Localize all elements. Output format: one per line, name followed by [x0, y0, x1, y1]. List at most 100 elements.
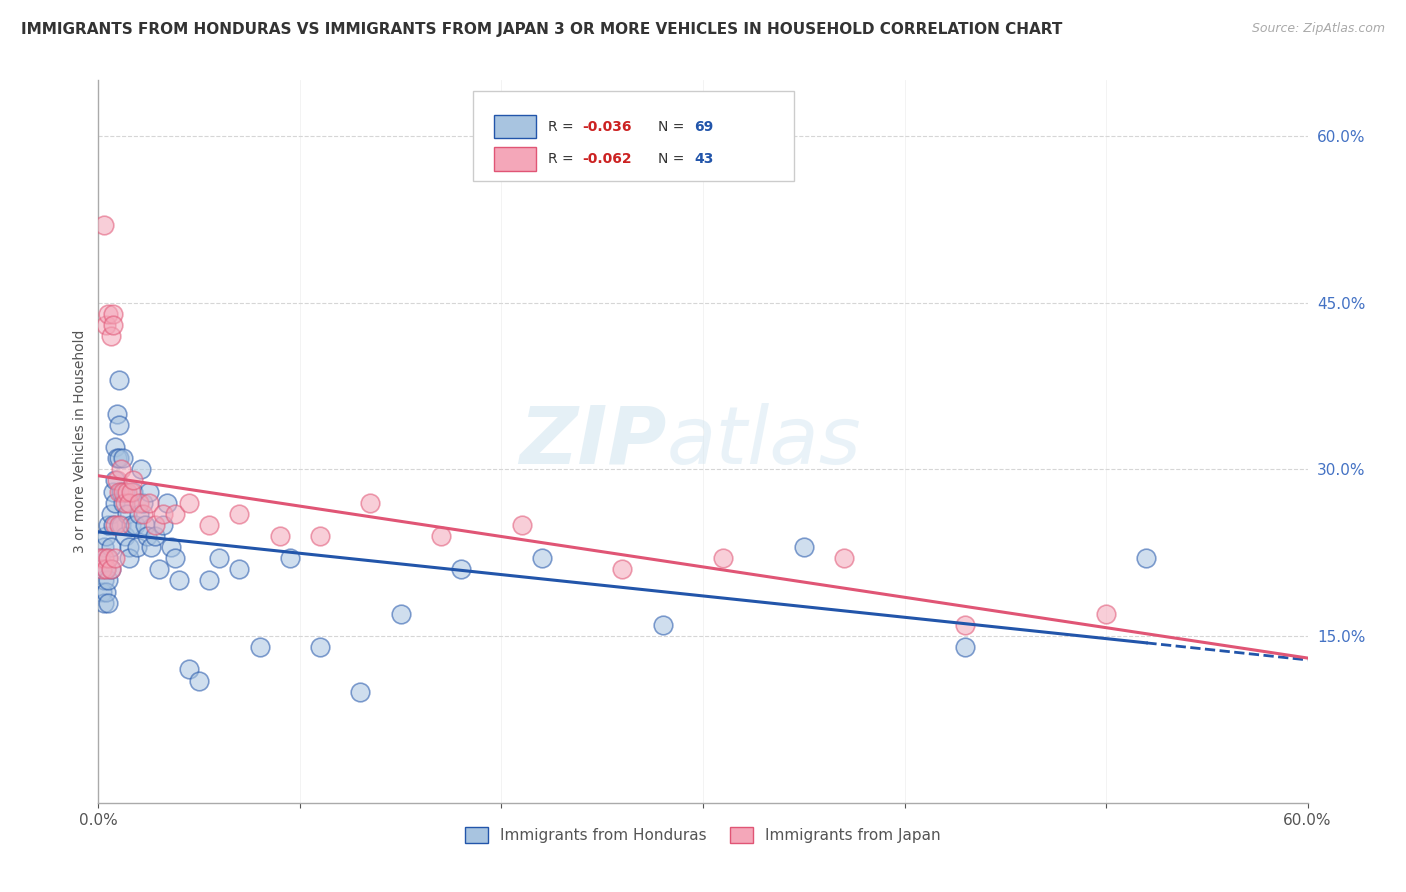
Point — [309, 529, 332, 543]
Text: 43: 43 — [695, 152, 714, 166]
Point — [198, 517, 221, 532]
Point — [103, 551, 125, 566]
Text: N =: N = — [658, 152, 685, 166]
Point — [1135, 551, 1157, 566]
Point — [711, 551, 734, 566]
Point — [114, 496, 136, 510]
Point — [97, 551, 120, 566]
Text: -0.062: -0.062 — [582, 152, 631, 166]
Point — [152, 507, 174, 521]
Point — [198, 574, 221, 588]
Point — [129, 462, 152, 476]
Point — [97, 596, 120, 610]
Point — [103, 440, 125, 454]
Point — [103, 474, 125, 488]
Point — [953, 618, 976, 632]
Point — [139, 540, 162, 554]
Point — [103, 496, 125, 510]
Text: IMMIGRANTS FROM HONDURAS VS IMMIGRANTS FROM JAPAN 3 OR MORE VEHICLES IN HOUSEHOL: IMMIGRANTS FROM HONDURAS VS IMMIGRANTS F… — [21, 22, 1063, 37]
Point — [93, 596, 115, 610]
Point — [179, 496, 201, 510]
Point — [97, 551, 120, 566]
Text: 69: 69 — [695, 120, 714, 134]
Point — [349, 684, 371, 698]
Point — [128, 507, 150, 521]
Point — [228, 562, 250, 576]
Point — [89, 551, 111, 566]
Point — [96, 562, 118, 576]
Point — [101, 484, 124, 499]
Text: atlas: atlas — [666, 402, 862, 481]
Point — [89, 551, 111, 566]
Point — [97, 307, 120, 321]
Point — [96, 318, 118, 332]
Point — [96, 562, 118, 576]
Point — [101, 307, 124, 321]
Text: Source: ZipAtlas.com: Source: ZipAtlas.com — [1251, 22, 1385, 36]
Point — [510, 517, 533, 532]
Point — [793, 540, 815, 554]
Point — [105, 407, 128, 421]
Point — [107, 484, 129, 499]
Point — [114, 529, 136, 543]
Point — [121, 474, 143, 488]
Point — [152, 517, 174, 532]
Point — [148, 562, 170, 576]
Point — [93, 218, 115, 232]
Point — [118, 540, 141, 554]
Point — [450, 562, 472, 576]
Point — [91, 562, 114, 576]
Point — [100, 507, 122, 521]
Text: R =: R = — [548, 152, 574, 166]
Point — [309, 640, 332, 655]
Point — [101, 517, 124, 532]
Point — [953, 640, 976, 655]
Point — [430, 529, 453, 543]
Point — [97, 574, 120, 588]
Point — [115, 507, 138, 521]
Point — [110, 462, 132, 476]
Point — [143, 529, 166, 543]
Point — [111, 496, 134, 510]
Point — [167, 574, 190, 588]
Point — [120, 517, 142, 532]
Point — [105, 474, 128, 488]
Point — [530, 551, 553, 566]
Point — [114, 484, 136, 499]
Point — [163, 551, 186, 566]
Point — [208, 551, 231, 566]
Point — [179, 662, 201, 676]
Text: N =: N = — [658, 120, 685, 134]
Point — [389, 607, 412, 621]
Text: R =: R = — [548, 120, 574, 134]
Point — [132, 507, 155, 521]
Point — [360, 496, 382, 510]
Point — [103, 517, 125, 532]
Point — [97, 517, 120, 532]
Point — [110, 484, 132, 499]
Point — [91, 562, 114, 576]
Point — [278, 551, 301, 566]
Point — [107, 417, 129, 432]
Point — [832, 551, 855, 566]
Point — [107, 373, 129, 387]
Point — [120, 484, 142, 499]
Point — [115, 484, 138, 499]
Point — [156, 496, 179, 510]
Point — [138, 484, 160, 499]
Point — [93, 540, 115, 554]
Bar — [494, 147, 536, 170]
Point — [651, 618, 673, 632]
Point — [135, 529, 157, 543]
Point — [100, 540, 122, 554]
Point — [143, 517, 166, 532]
Point — [107, 451, 129, 466]
Point — [124, 517, 146, 532]
Point — [105, 451, 128, 466]
Point — [118, 551, 141, 566]
Point — [188, 673, 211, 688]
Point — [93, 551, 115, 566]
FancyBboxPatch shape — [474, 91, 793, 181]
Text: ZIP: ZIP — [519, 402, 666, 481]
Point — [100, 329, 122, 343]
